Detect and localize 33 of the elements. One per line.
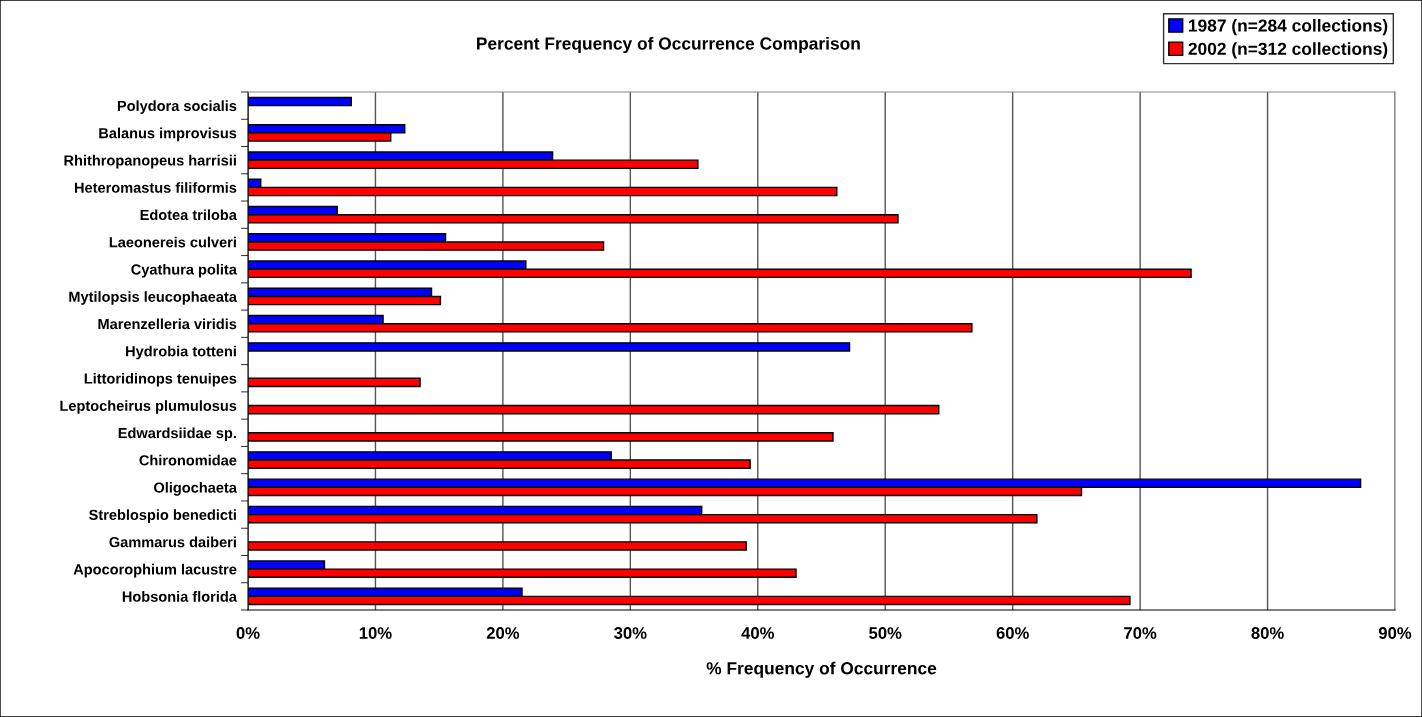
x-tick-label: 10%: [359, 627, 392, 639]
x-axis-title: % Frequency of Occurrence: [706, 661, 937, 678]
chart-title: Percent Frequency of Occurrence Comparison: [477, 36, 860, 54]
y-tick-label: Hydrobia totteni: [126, 345, 236, 360]
legend-label: 2002 (n=312 collections): [1188, 42, 1388, 59]
y-tick-label: Chironomidae: [139, 454, 237, 466]
y-tick-label: Leptocheirus plumulosus: [60, 400, 237, 414]
y-tick-label: Laeonereis culveri: [109, 236, 236, 248]
y-tick-label: Edotea triloba: [140, 209, 237, 221]
x-tick-label: 0%: [236, 627, 260, 639]
legend-label: 1987 (n=284 collections): [1188, 18, 1388, 36]
y-tick-label: Streblospio benedicti: [89, 509, 236, 523]
y-tick-label: Littoridinops tenuipes: [84, 372, 237, 387]
x-tick-label: 50%: [869, 627, 902, 639]
x-tick-label: 80%: [1251, 627, 1284, 639]
x-tick-label: 20%: [486, 627, 520, 639]
y-tick-label: Marenzelleria viridis: [98, 318, 237, 330]
y-tick-label: Balanus improvisus: [99, 127, 237, 142]
x-tick-label: 40%: [741, 627, 775, 639]
y-tick-label: Apocorophium lacustre: [73, 563, 237, 578]
x-tick-label: 90%: [1378, 627, 1412, 639]
x-tick-label: 30%: [614, 627, 647, 639]
y-tick-label: Oligochaeta: [154, 482, 237, 496]
y-tick-label: Mytilopsis leucophaeata: [69, 291, 237, 305]
y-tick-label: Rhithropanopeus harrisii: [64, 154, 236, 169]
y-tick-label: Heteromastus filiformis: [74, 182, 237, 193]
y-tick-label: Hobsonia florida: [122, 591, 237, 602]
y-tick-label: Cyathura polita: [131, 263, 237, 278]
x-tick-label: 70%: [1124, 627, 1157, 639]
y-tick-label: Gammarus daiberi: [109, 536, 236, 548]
x-tick-label: 60%: [996, 627, 1029, 639]
y-tick-label: Polydora socialis: [117, 100, 237, 114]
y-tick-label: Edwardsiidae sp.: [118, 427, 236, 442]
